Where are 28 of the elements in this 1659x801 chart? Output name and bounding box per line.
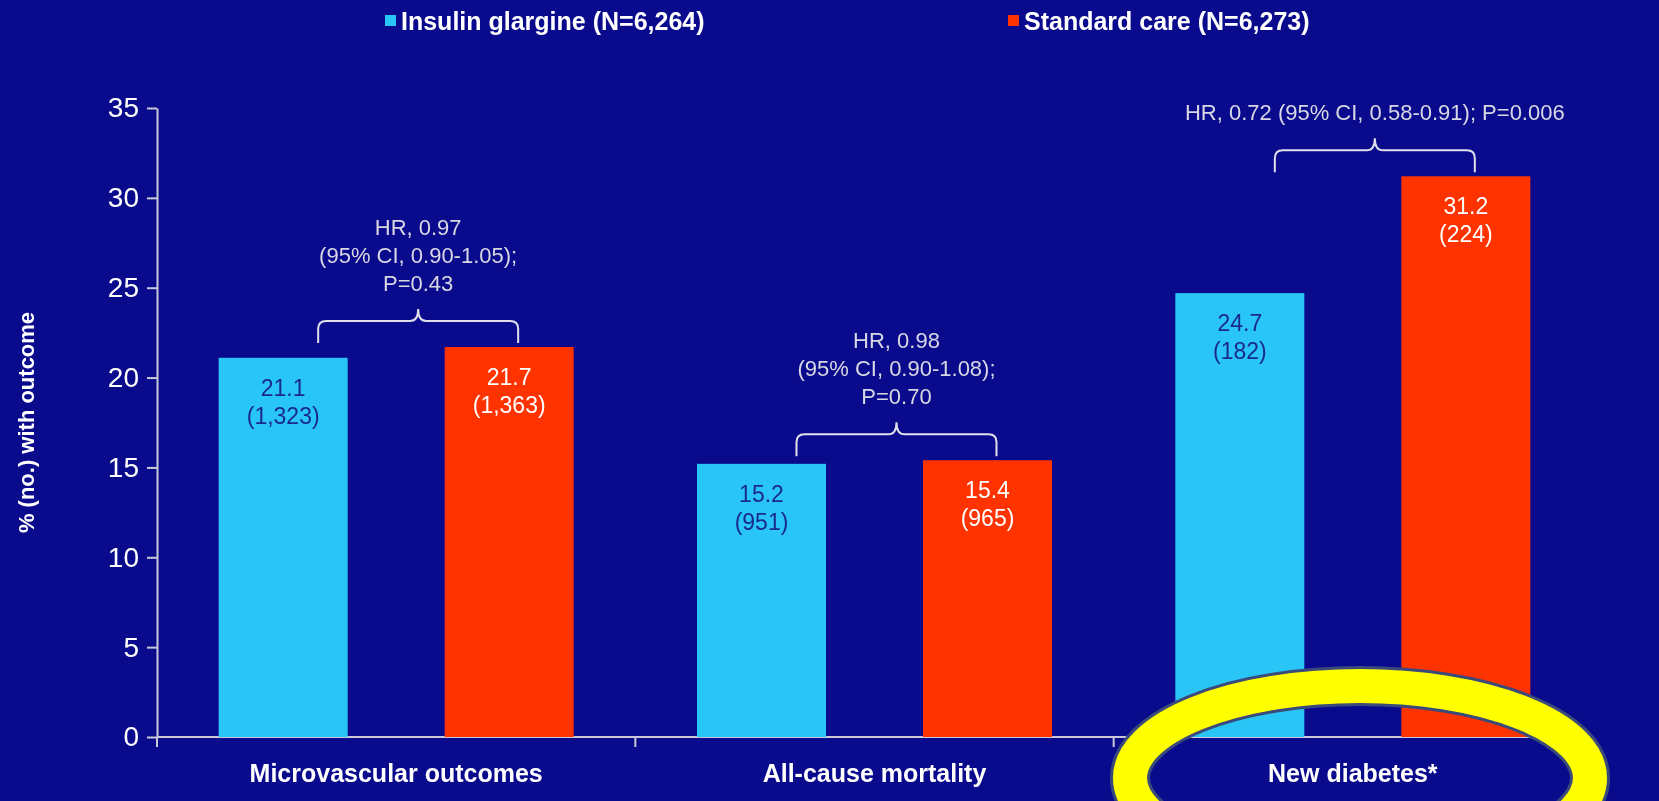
y-tick-label: 0 [123, 721, 139, 753]
annotation: HR, 0.97 (95% CI, 0.90-1.05); P=0.43 [319, 215, 518, 297]
y-tick-label: 15 [107, 451, 139, 483]
x-tick-label: New diabetes* [1268, 759, 1438, 787]
y-axis-title: % (no.) with outcome [14, 311, 39, 534]
bar [697, 463, 826, 737]
data-label: 31.2 (224) [1438, 193, 1493, 248]
y-tick-label: 30 [107, 182, 139, 214]
data-label: 21.1 (1,323) [246, 374, 320, 429]
y-tick-label: 35 [107, 92, 139, 124]
legend-label: Insulin glargine (N=6,264) [401, 7, 705, 35]
x-tick-label: Microvascular outcomes [249, 759, 543, 787]
annotation: HR, 0.72 (95% CI, 0.58-0.91); P=0.006 [1184, 100, 1565, 126]
annotation: HR, 0.98 (95% CI, 0.90-1.08); P=0.70 [797, 328, 996, 410]
legend-label: Standard care (N=6,273) [1024, 7, 1310, 35]
bar [1401, 176, 1531, 737]
y-tick-label: 20 [107, 362, 139, 394]
data-label: 24.7 (182) [1212, 310, 1267, 365]
y-tick-label: 5 [123, 631, 139, 663]
y-tick-label: 25 [107, 272, 139, 304]
y-tick-label: 10 [107, 541, 139, 573]
x-tick-label: All-cause mortality [762, 759, 987, 787]
data-label: 15.2 (951) [734, 480, 789, 535]
data-label: 15.4 (965) [960, 477, 1015, 532]
bar [444, 347, 574, 737]
data-label: 21.7 (1,363) [472, 364, 546, 419]
bar [923, 460, 1052, 737]
bar [218, 357, 348, 737]
